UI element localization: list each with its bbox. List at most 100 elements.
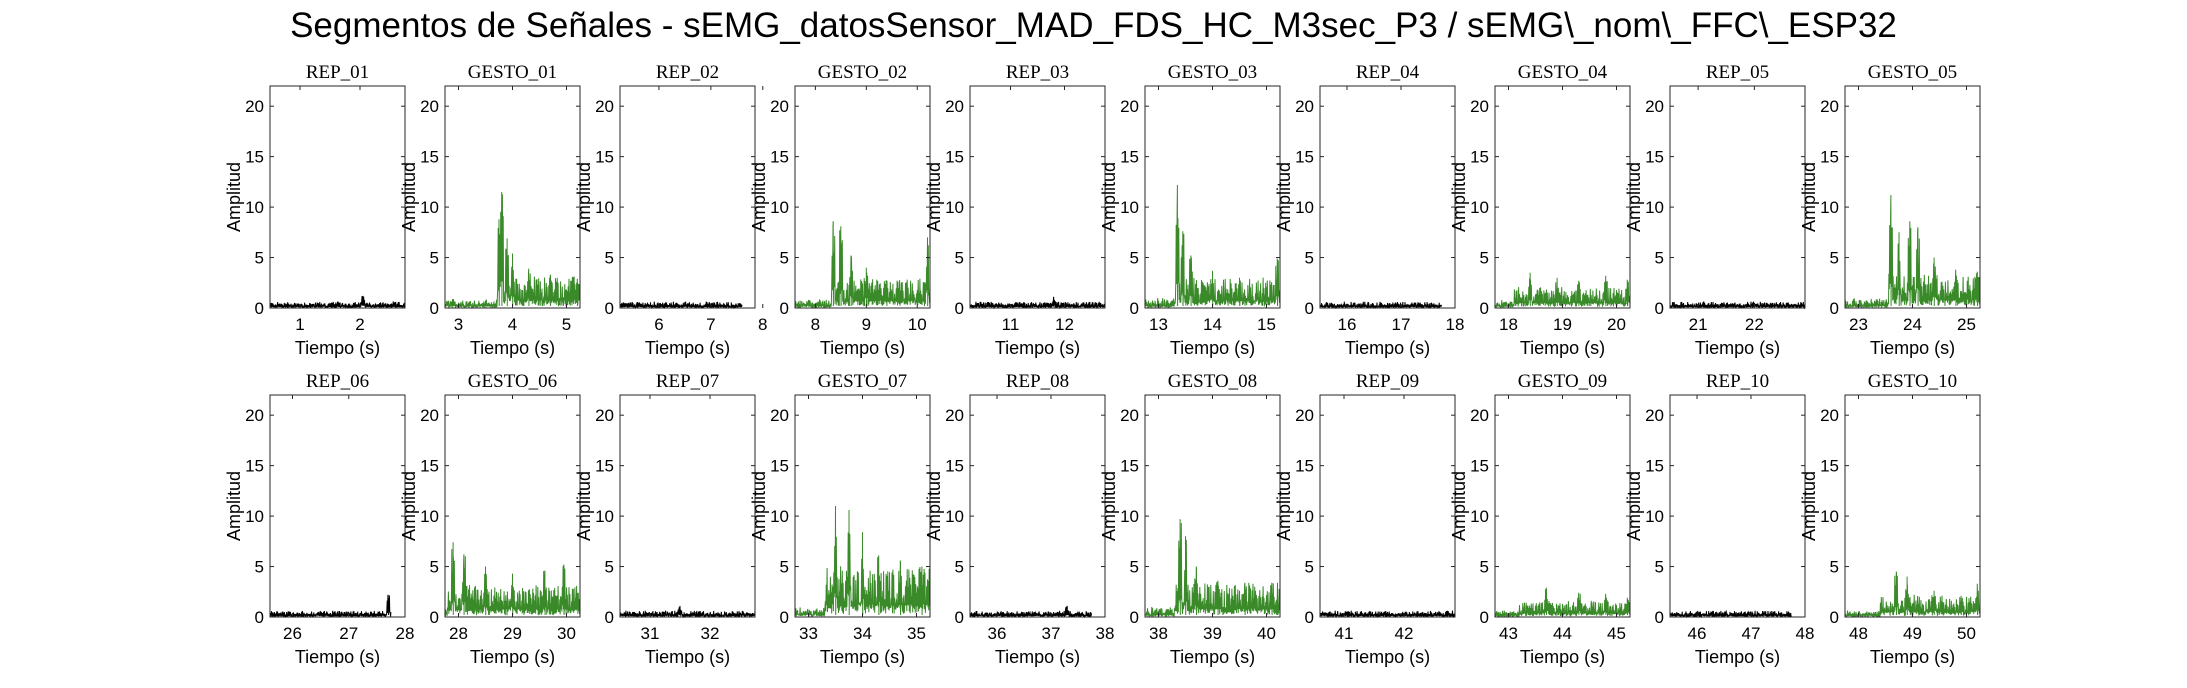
x-tick-label: 3 [454, 315, 463, 334]
axes-box [269, 85, 406, 309]
y-axis-label: Amplitud [1099, 162, 1119, 232]
y-tick-label: 20 [1120, 97, 1139, 116]
x-tick-label: 13 [1149, 315, 1168, 334]
subplot-gesto-01: 0 5 10 15 20 3 4 5 GESTO_01 Tiempo (s) Amplitud [399, 62, 581, 358]
y-tick-label: 5 [605, 249, 614, 268]
axes-box [1144, 394, 1281, 618]
y-tick-label: 20 [595, 97, 614, 116]
x-axis-label: Tiempo (s) [645, 647, 730, 667]
x-tick-label: 38 [1096, 624, 1115, 643]
x-axis-label: Tiempo (s) [1870, 647, 1955, 667]
y-tick-label: 15 [1120, 457, 1139, 476]
y-tick-label: 10 [945, 198, 964, 217]
signal-line-rep-05 [1669, 301, 1806, 310]
x-axis-label: Tiempo (s) [645, 338, 730, 358]
x-tick-label: 47 [1742, 624, 1761, 643]
y-axis-label: Amplitud [924, 162, 944, 232]
subplot-rep-03: 0 5 10 15 20 11 12 REP_03 Tiempo (s) Amplitud [924, 62, 1106, 358]
x-tick-label: 37 [1042, 624, 1061, 643]
y-tick-label: 15 [1645, 148, 1664, 167]
signal-line-rep-07 [619, 605, 756, 619]
y-tick-label: 10 [420, 507, 439, 526]
x-tick-label: 18 [1499, 315, 1518, 334]
x-tick-label: 23 [1849, 315, 1868, 334]
y-tick-label: 0 [430, 299, 439, 318]
signal-line-rep-10 [1669, 610, 1792, 619]
y-tick-label: 15 [595, 457, 614, 476]
y-tick-label: 5 [780, 249, 789, 268]
x-axis-label: Tiempo (s) [1345, 647, 1430, 667]
axes-box [969, 394, 1106, 618]
y-axis-label: Amplitud [749, 471, 769, 541]
y-tick-label: 15 [1820, 457, 1839, 476]
y-axis-label: Amplitud [1449, 162, 1469, 232]
y-tick-label: 20 [1295, 97, 1314, 116]
y-axis-label: Amplitud [1624, 162, 1644, 232]
x-tick-label: 14 [1203, 315, 1222, 334]
y-tick-label: 20 [770, 97, 789, 116]
x-tick-label: 5 [562, 315, 571, 334]
subplot-title: GESTO_03 [1168, 62, 1257, 83]
x-axis-label: Tiempo (s) [1345, 338, 1430, 358]
signal-line-gesto-01 [444, 191, 581, 310]
signal-line-gesto-10 [1844, 571, 1981, 619]
y-tick-label: 5 [430, 249, 439, 268]
x-tick-label: 43 [1499, 624, 1518, 643]
axes-box [1319, 85, 1456, 309]
y-tick-label: 0 [1305, 608, 1314, 627]
y-tick-label: 15 [1645, 457, 1664, 476]
y-axis-label: Amplitud [224, 162, 244, 232]
subplot-title: REP_06 [306, 371, 369, 392]
y-tick-label: 20 [1645, 97, 1664, 116]
subplot-rep-09: 0 5 10 15 20 41 42 REP_09 Tiempo (s) Amplitud [1274, 371, 1456, 667]
y-tick-label: 0 [1830, 299, 1839, 318]
signal-line-gesto-04 [1494, 272, 1631, 309]
x-tick-label: 22 [1745, 315, 1764, 334]
subplot-gesto-06: 0 5 10 15 20 28 29 30 GESTO_06 Tiempo (s) Amplitud [399, 371, 581, 667]
y-tick-label: 20 [1645, 406, 1664, 425]
x-tick-label: 38 [1149, 624, 1168, 643]
y-tick-label: 10 [595, 507, 614, 526]
y-tick-label: 10 [1295, 507, 1314, 526]
y-tick-label: 5 [1480, 558, 1489, 577]
y-tick-label: 0 [1480, 608, 1489, 627]
subplot-gesto-02: 0 5 10 15 20 8 9 10 GESTO_02 Tiempo (s) Amplitud [749, 62, 931, 358]
y-tick-label: 10 [245, 507, 264, 526]
y-tick-label: 5 [1305, 558, 1314, 577]
x-axis-label: Tiempo (s) [1170, 338, 1255, 358]
subplot-title: GESTO_06 [468, 371, 557, 392]
subplot-title: REP_05 [1706, 62, 1769, 83]
y-axis-label: Amplitud [1799, 162, 1819, 232]
signal-line-rep-03 [969, 296, 1106, 310]
y-axis-label: Amplitud [1274, 162, 1294, 232]
x-axis-label: Tiempo (s) [1520, 647, 1605, 667]
y-tick-label: 5 [1130, 249, 1139, 268]
x-axis-label: Tiempo (s) [295, 647, 380, 667]
subplot-gesto-04: 0 5 10 15 20 18 19 20 GESTO_04 Tiempo (s) Amplitud [1449, 62, 1631, 358]
y-tick-label: 20 [770, 406, 789, 425]
axes-box [269, 394, 406, 618]
x-tick-label: 31 [641, 624, 660, 643]
y-tick-label: 0 [605, 299, 614, 318]
x-tick-label: 33 [799, 624, 818, 643]
x-tick-label: 45 [1607, 624, 1626, 643]
y-axis-label: Amplitud [224, 471, 244, 541]
axes-box [1844, 85, 1981, 309]
y-tick-label: 10 [770, 198, 789, 217]
y-axis-label: Amplitud [574, 471, 594, 541]
x-tick-label: 17 [1392, 315, 1411, 334]
axes-box [1669, 85, 1806, 309]
y-tick-label: 0 [1830, 608, 1839, 627]
y-tick-label: 5 [605, 558, 614, 577]
y-axis-label: Amplitud [1099, 471, 1119, 541]
figure-title: Segmentos de Señales - sEMG_datosSensor_… [290, 6, 1897, 45]
y-tick-label: 10 [420, 198, 439, 217]
y-axis-label: Amplitud [924, 471, 944, 541]
y-tick-label: 5 [1655, 558, 1664, 577]
x-tick-label: 10 [908, 315, 927, 334]
axes-box [619, 394, 756, 618]
signal-line-gesto-07 [794, 505, 931, 618]
x-tick-label: 11 [1002, 315, 1020, 334]
x-tick-label: 48 [1796, 624, 1815, 643]
signal-line-gesto-08 [1144, 519, 1281, 618]
